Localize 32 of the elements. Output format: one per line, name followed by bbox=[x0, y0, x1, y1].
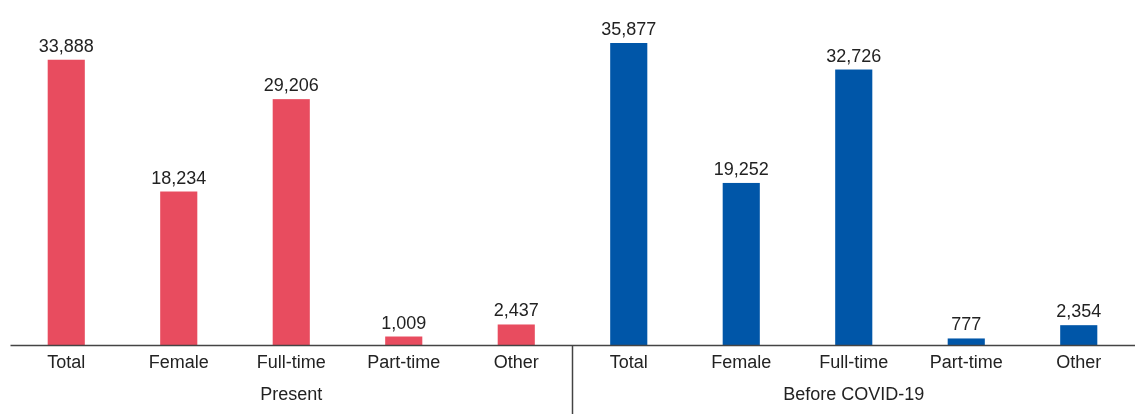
data-label: 35,877 bbox=[601, 19, 657, 39]
data-label: 2,437 bbox=[493, 300, 539, 321]
data-label: 18,234 bbox=[151, 167, 207, 188]
x-tick-label: Female bbox=[711, 351, 772, 372]
x-axis-title: Before COVID-19 bbox=[783, 384, 925, 404]
data-label: 32,726 bbox=[826, 45, 882, 66]
bar bbox=[272, 99, 310, 345]
data-label: 2,354 bbox=[1056, 301, 1102, 322]
data-label: 1,009 bbox=[381, 312, 427, 333]
x-axis-title: Present bbox=[260, 384, 323, 404]
x-tick-label: Total bbox=[47, 351, 86, 372]
bar bbox=[610, 43, 648, 345]
x-tick-label: Other bbox=[493, 351, 539, 372]
bar bbox=[835, 69, 873, 345]
bar bbox=[1060, 325, 1098, 345]
x-tick-label: Full-time bbox=[819, 351, 889, 372]
data-label: 19,252 bbox=[713, 158, 769, 179]
bar bbox=[722, 182, 760, 345]
x-tick-label: Other bbox=[1056, 351, 1102, 372]
x-tick-label: Total bbox=[609, 351, 648, 372]
data-label: 29,206 bbox=[263, 75, 319, 96]
data-label: 33,888 bbox=[38, 35, 94, 56]
x-tick-label: Part-time bbox=[929, 351, 1003, 372]
bar bbox=[160, 191, 198, 345]
x-tick-label: Part-time bbox=[367, 351, 441, 372]
bar bbox=[47, 59, 85, 345]
bar bbox=[385, 336, 423, 345]
x-tick-label: Full-time bbox=[256, 351, 326, 372]
bar bbox=[947, 338, 985, 345]
bar bbox=[497, 324, 535, 345]
x-tick-label: Female bbox=[148, 351, 209, 372]
data-label: 777 bbox=[951, 314, 982, 335]
